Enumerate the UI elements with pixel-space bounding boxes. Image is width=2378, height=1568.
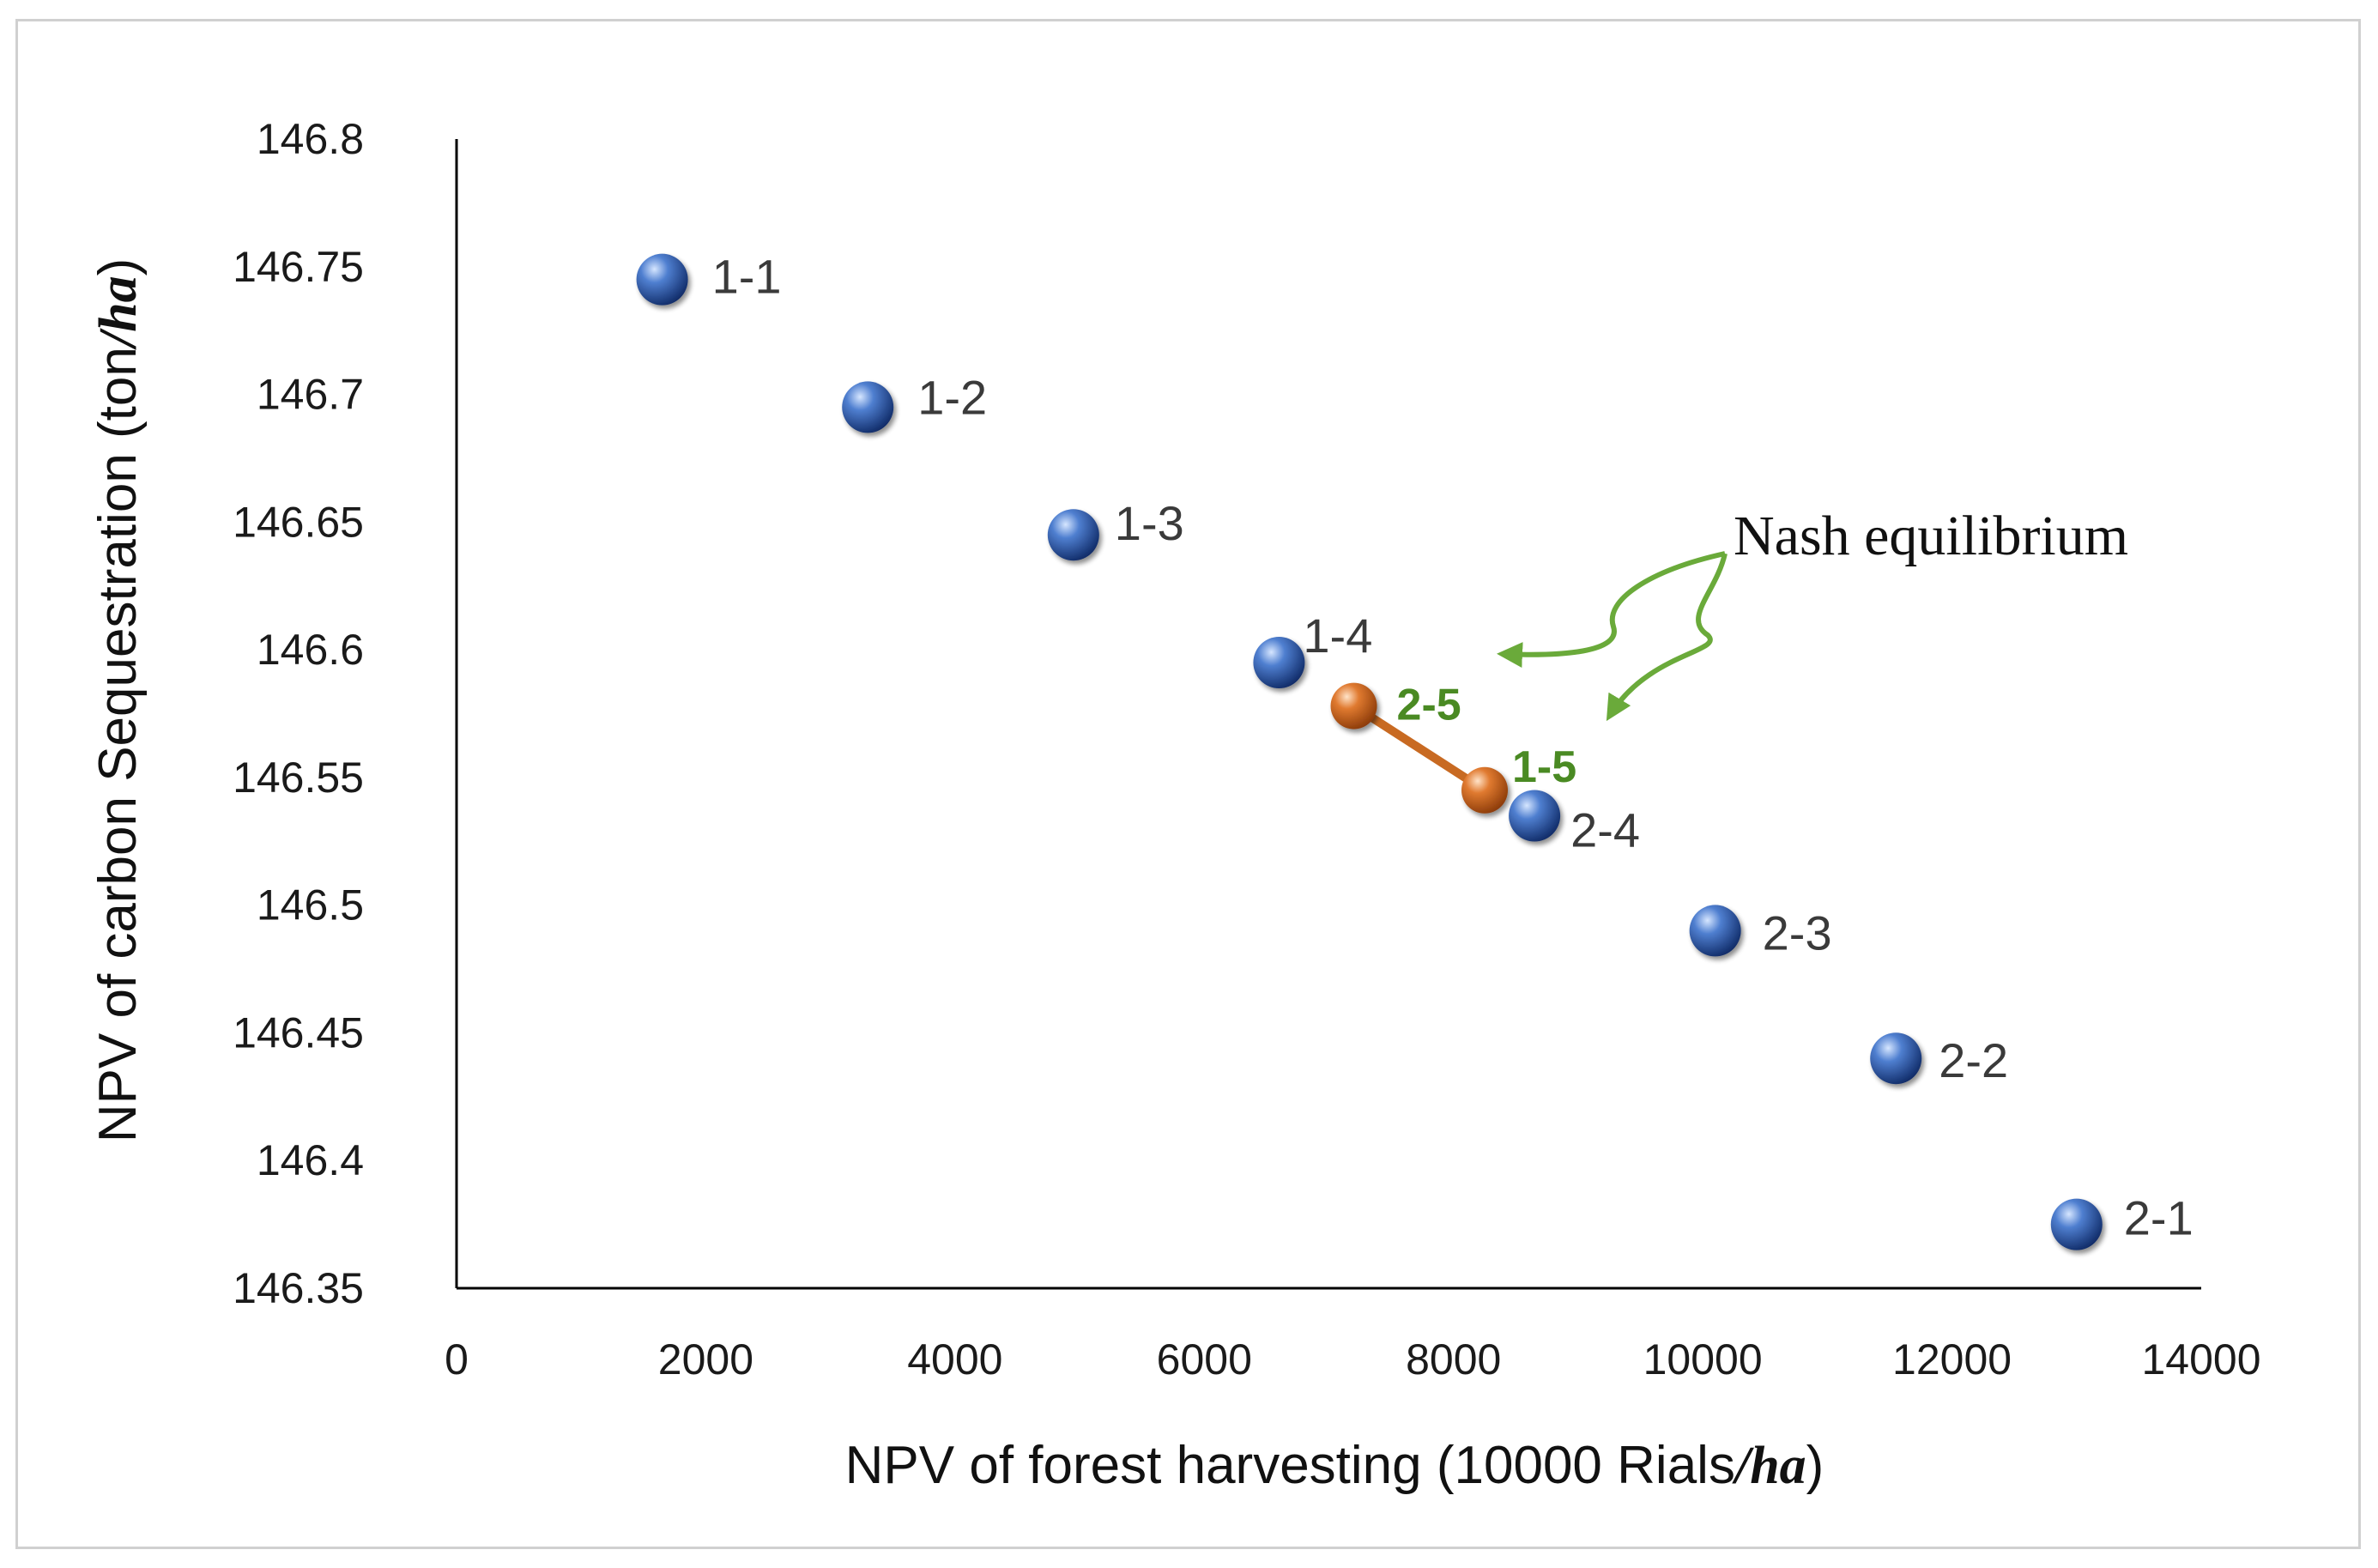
point-label-1-5: 1-5: [1512, 742, 1576, 792]
point-1-4: [1253, 636, 1305, 688]
nash-connector-line: [1351, 702, 1487, 794]
point-label-2-5: 2-5: [1397, 681, 1461, 730]
point-label-1-3: 1-3: [1115, 496, 1184, 550]
x-tick-labels: 0 2000 4000 6000 8000 10000 12000 14000: [445, 1335, 2260, 1383]
y-tick-labels: 146.35 146.4 146.45 146.5 146.55 146.6 146.65 1…: [233, 115, 364, 1312]
nash-arrow-to-2-5: [1497, 551, 1726, 669]
nash-arrow-to-1-5: [1606, 553, 1728, 722]
x-tick-label: 12000: [1892, 1335, 2012, 1383]
x-tick-label: 2000: [658, 1335, 753, 1383]
point-1-2: [842, 381, 894, 433]
point-label-2-1: 2-1: [2124, 1191, 2193, 1245]
point-label-1-1: 1-1: [712, 250, 782, 304]
y-tick-label: 146.45: [233, 1008, 364, 1056]
point-2-2: [1870, 1032, 1922, 1085]
point-labels: 1-1 1-2 1-3 1-4 2-4 2-3 2-2 2-1 2-5 1-5: [712, 250, 2193, 1245]
y-tick-label: 146.65: [233, 498, 364, 546]
point-label-1-4: 1-4: [1303, 608, 1372, 663]
chart-frame: [15, 19, 2361, 1549]
point-2-1: [2050, 1198, 2103, 1250]
nash-annotation-text: Nash equilibrium: [1734, 505, 2128, 567]
y-tick-label: 146.7: [257, 371, 364, 419]
point-1-1: [636, 253, 688, 306]
point-label-2-2: 2-2: [1939, 1033, 2008, 1087]
x-tick-label: 4000: [907, 1335, 1002, 1383]
x-tick-label: 8000: [1406, 1335, 1501, 1383]
x-tick-label: 10000: [1643, 1335, 1763, 1383]
x-tick-label: 0: [445, 1335, 469, 1383]
point-1-3: [1047, 509, 1099, 561]
point-2-5: [1330, 682, 1377, 730]
x-axis-title: NPV of forest harvesting (10000 Rials/ha…: [845, 1436, 1824, 1495]
point-2-3: [1689, 905, 1741, 957]
y-tick-label: 146.8: [257, 115, 364, 163]
y-tick-label: 146.5: [257, 881, 364, 929]
y-tick-label: 146.4: [257, 1136, 364, 1184]
y-tick-label: 146.75: [233, 243, 364, 291]
point-label-1-2: 1-2: [917, 370, 987, 424]
nash-annotation: Nash equilibrium: [1497, 505, 2128, 722]
point-2-4: [1509, 790, 1561, 842]
y-axis-title: NPV of carbon Sequestration (ton/ha): [88, 258, 148, 1142]
point-1-5: [1461, 766, 1509, 814]
axes: [455, 139, 2201, 1290]
x-tick-label: 14000: [2141, 1335, 2260, 1383]
y-tick-label: 146.35: [233, 1264, 364, 1312]
y-tick-label: 146.55: [233, 754, 364, 802]
point-label-2-4: 2-4: [1570, 803, 1640, 857]
x-tick-label: 6000: [1157, 1335, 1252, 1383]
point-label-2-3: 2-3: [1763, 905, 1832, 960]
data-points: [636, 253, 2103, 1250]
y-tick-label: 146.6: [257, 626, 364, 674]
